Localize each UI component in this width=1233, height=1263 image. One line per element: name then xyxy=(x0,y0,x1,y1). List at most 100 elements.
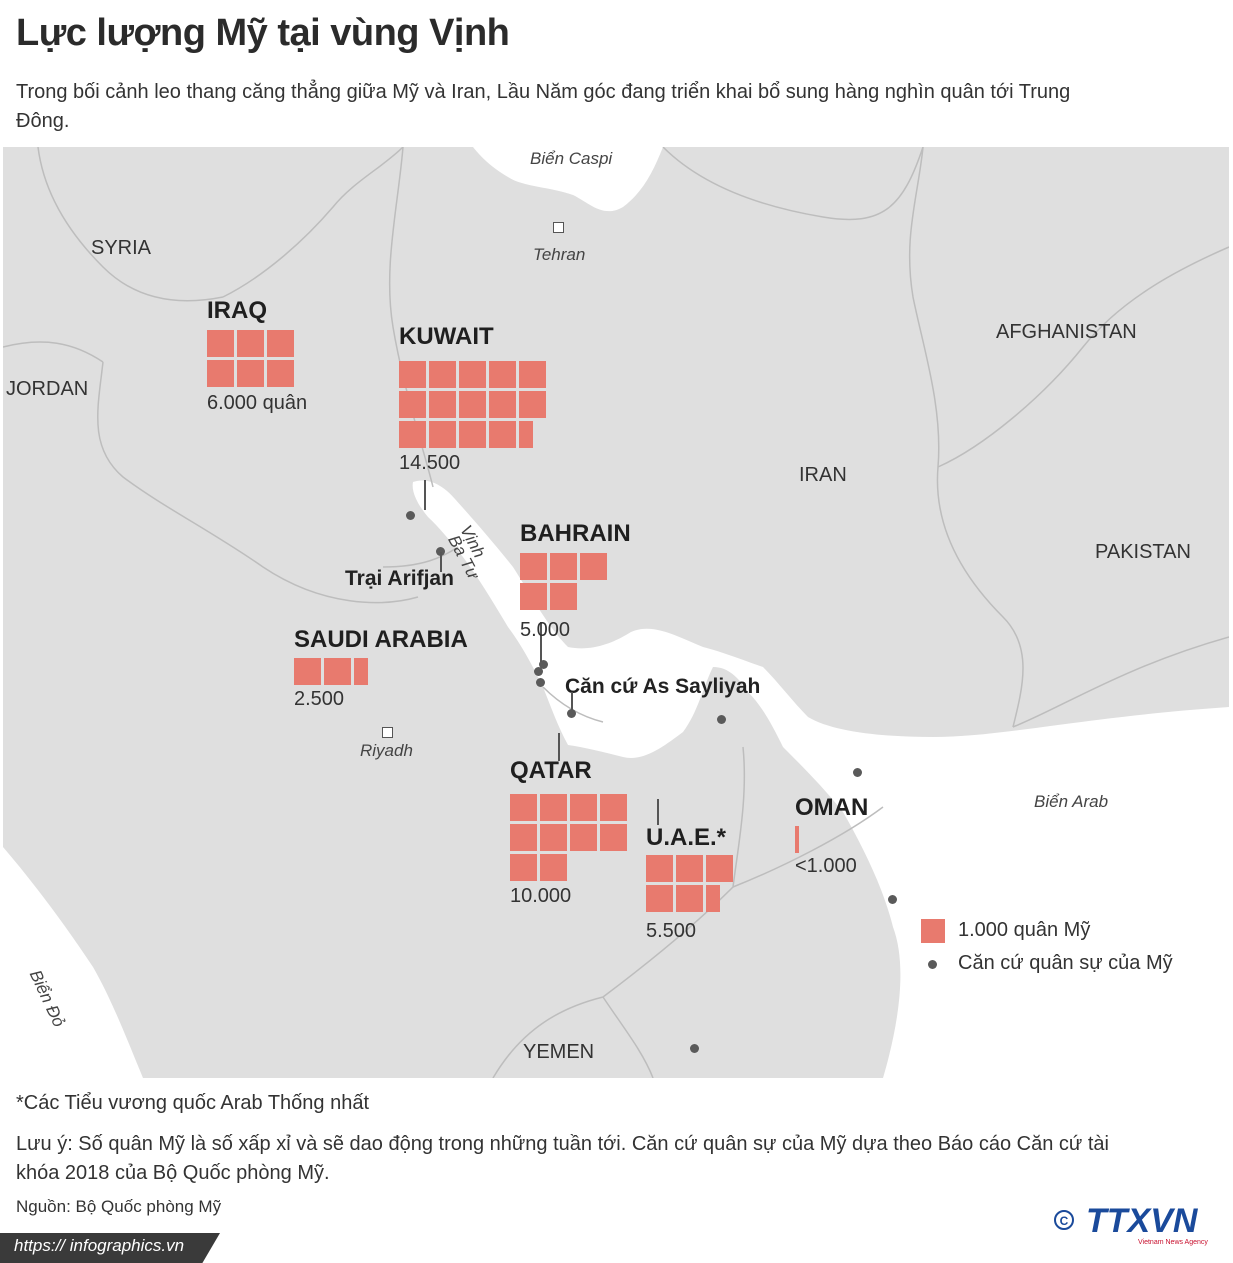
qatar-troop-square xyxy=(570,794,597,821)
uae-troop-square-partial xyxy=(706,885,720,912)
map: SYRIA JORDAN AFGHANISTAN IRAN PAKISTAN Y… xyxy=(3,147,1229,1078)
kuwait-troop-square xyxy=(399,421,426,448)
kuwait-troop-square xyxy=(489,421,516,448)
iraq-troop-square xyxy=(267,360,294,387)
qatar-troop-square xyxy=(570,824,597,851)
saudi-troop-square xyxy=(324,658,351,685)
label-jordan: JORDAN xyxy=(6,378,89,400)
kuwait-troop-square xyxy=(489,391,516,418)
bahrain-troop-square xyxy=(550,553,577,580)
base-dot-bahrain-1 xyxy=(534,667,543,676)
uae-troop-grid xyxy=(646,855,733,912)
ttxvn-logo: C TTXVN Vietnam News Agency xyxy=(1052,1202,1222,1248)
iraq-troop-square xyxy=(207,360,234,387)
riyadh-capital-icon xyxy=(382,727,393,738)
label-yemen: YEMEN xyxy=(523,1041,595,1063)
kuwait-troop-square xyxy=(519,391,546,418)
leader-bahrain xyxy=(540,622,542,662)
legend-bases-label: Căn cứ quân sự của Mỹ xyxy=(958,952,1173,974)
source-text: Nguồn: Bộ Quốc phòng Mỹ xyxy=(16,1197,222,1216)
oman-troop-square-partial xyxy=(795,826,799,853)
saudi-troop-square-partial xyxy=(354,658,368,685)
leader-kuwait xyxy=(424,480,426,510)
label-pakistan: PAKISTAN xyxy=(1095,541,1191,563)
kuwait-troop-square xyxy=(459,391,486,418)
label-arabian-sea: Biển Arab xyxy=(1034,792,1109,811)
bahrain-troop-square xyxy=(550,583,577,610)
uae-troop-square xyxy=(646,855,673,882)
base-dot-bahrain-3 xyxy=(536,678,545,687)
leader-sayliyah xyxy=(571,692,573,710)
bahrain-name: BAHRAIN xyxy=(520,520,631,547)
label-afghanistan: AFGHANISTAN xyxy=(996,321,1137,343)
base-dot-qatar xyxy=(567,709,576,718)
uae-troop-square xyxy=(706,855,733,882)
qatar-troop-square xyxy=(540,794,567,821)
bahrain-troop-square xyxy=(520,553,547,580)
base-dot-oman-1 xyxy=(853,768,862,777)
kuwait-troop-square xyxy=(429,361,456,388)
bahrain-troop-grid xyxy=(520,553,607,610)
uae-troop-square xyxy=(676,855,703,882)
iraq-troop-square xyxy=(267,330,294,357)
footnote: *Các Tiểu vương quốc Arab Thống nhất xyxy=(16,1092,370,1114)
caspian-sea xyxy=(473,147,663,212)
iraq-troop-square xyxy=(207,330,234,357)
gulf-water xyxy=(412,480,1229,1078)
svg-text:Vietnam News Agency: Vietnam News Agency xyxy=(1138,1239,1208,1246)
kuwait-troop-square xyxy=(399,361,426,388)
qatar-troop-square xyxy=(540,824,567,851)
kuwait-troop-square xyxy=(459,421,486,448)
saudi-name: SAUDI ARABIA xyxy=(294,626,468,653)
legend-troops-label: 1.000 quân Mỹ xyxy=(958,919,1091,941)
qatar-troop-square xyxy=(600,794,627,821)
base-dot-oman-2 xyxy=(888,895,897,904)
iraq-troop-square xyxy=(237,360,264,387)
kuwait-troop-square xyxy=(399,391,426,418)
oman-name: OMAN xyxy=(795,794,869,821)
iraq-count: 6.000 quân xyxy=(207,392,308,414)
kuwait-count: 14.500 xyxy=(399,452,461,474)
qatar-troop-square xyxy=(540,854,567,881)
label-iran: IRAN xyxy=(799,464,847,486)
label-caspian: Biển Caspi xyxy=(530,149,613,168)
kuwait-troop-grid xyxy=(399,361,546,448)
leader-arifjan xyxy=(440,552,442,572)
svg-text:C: C xyxy=(1060,1214,1069,1228)
legend-troop-swatch xyxy=(921,919,945,943)
qatar-troop-grid xyxy=(510,794,627,881)
saudi-count: 2.500 xyxy=(294,688,345,710)
leader-uae xyxy=(657,799,659,825)
map-base xyxy=(3,147,1229,1078)
bahrain-troop-square xyxy=(580,553,607,580)
page-subtitle: Trong bối cảnh leo thang căng thẳng giữa… xyxy=(16,81,1071,132)
qatar-name: QATAR xyxy=(510,757,592,784)
kuwait-troop-square xyxy=(489,361,516,388)
base-dot-bahrain-2 xyxy=(539,660,548,669)
base-dot-arifjan xyxy=(436,547,445,556)
label-camp-arifjan: Trại Arifjan xyxy=(345,567,454,590)
tehran-capital-icon xyxy=(553,222,564,233)
oman-troop-grid xyxy=(795,826,822,853)
qatar-troop-square xyxy=(510,854,537,881)
qatar-troop-square xyxy=(510,794,537,821)
saudi-troop-grid xyxy=(294,658,381,685)
url-bar xyxy=(0,1233,220,1263)
uae-troop-square xyxy=(676,885,703,912)
iraq-troop-grid xyxy=(207,330,294,387)
red-sea xyxy=(3,847,143,1078)
qatar-troop-square xyxy=(600,824,627,851)
svg-text:TTXVN: TTXVN xyxy=(1086,1202,1199,1240)
label-syria: SYRIA xyxy=(91,237,152,259)
kuwait-troop-square xyxy=(429,421,456,448)
page-title: Lực lượng Mỹ tại vùng Vịnh xyxy=(16,12,510,54)
iraq-name: IRAQ xyxy=(207,297,267,324)
label-riyadh: Riyadh xyxy=(360,741,413,760)
kuwait-troop-square xyxy=(519,361,546,388)
label-tehran: Tehran xyxy=(533,245,586,264)
base-dot-kuwait xyxy=(406,511,415,520)
legend-base-dot xyxy=(928,960,937,969)
url-link[interactable]: https:// infographics.vn xyxy=(14,1236,185,1255)
base-dot-uae xyxy=(717,715,726,724)
kuwait-troop-square xyxy=(429,391,456,418)
